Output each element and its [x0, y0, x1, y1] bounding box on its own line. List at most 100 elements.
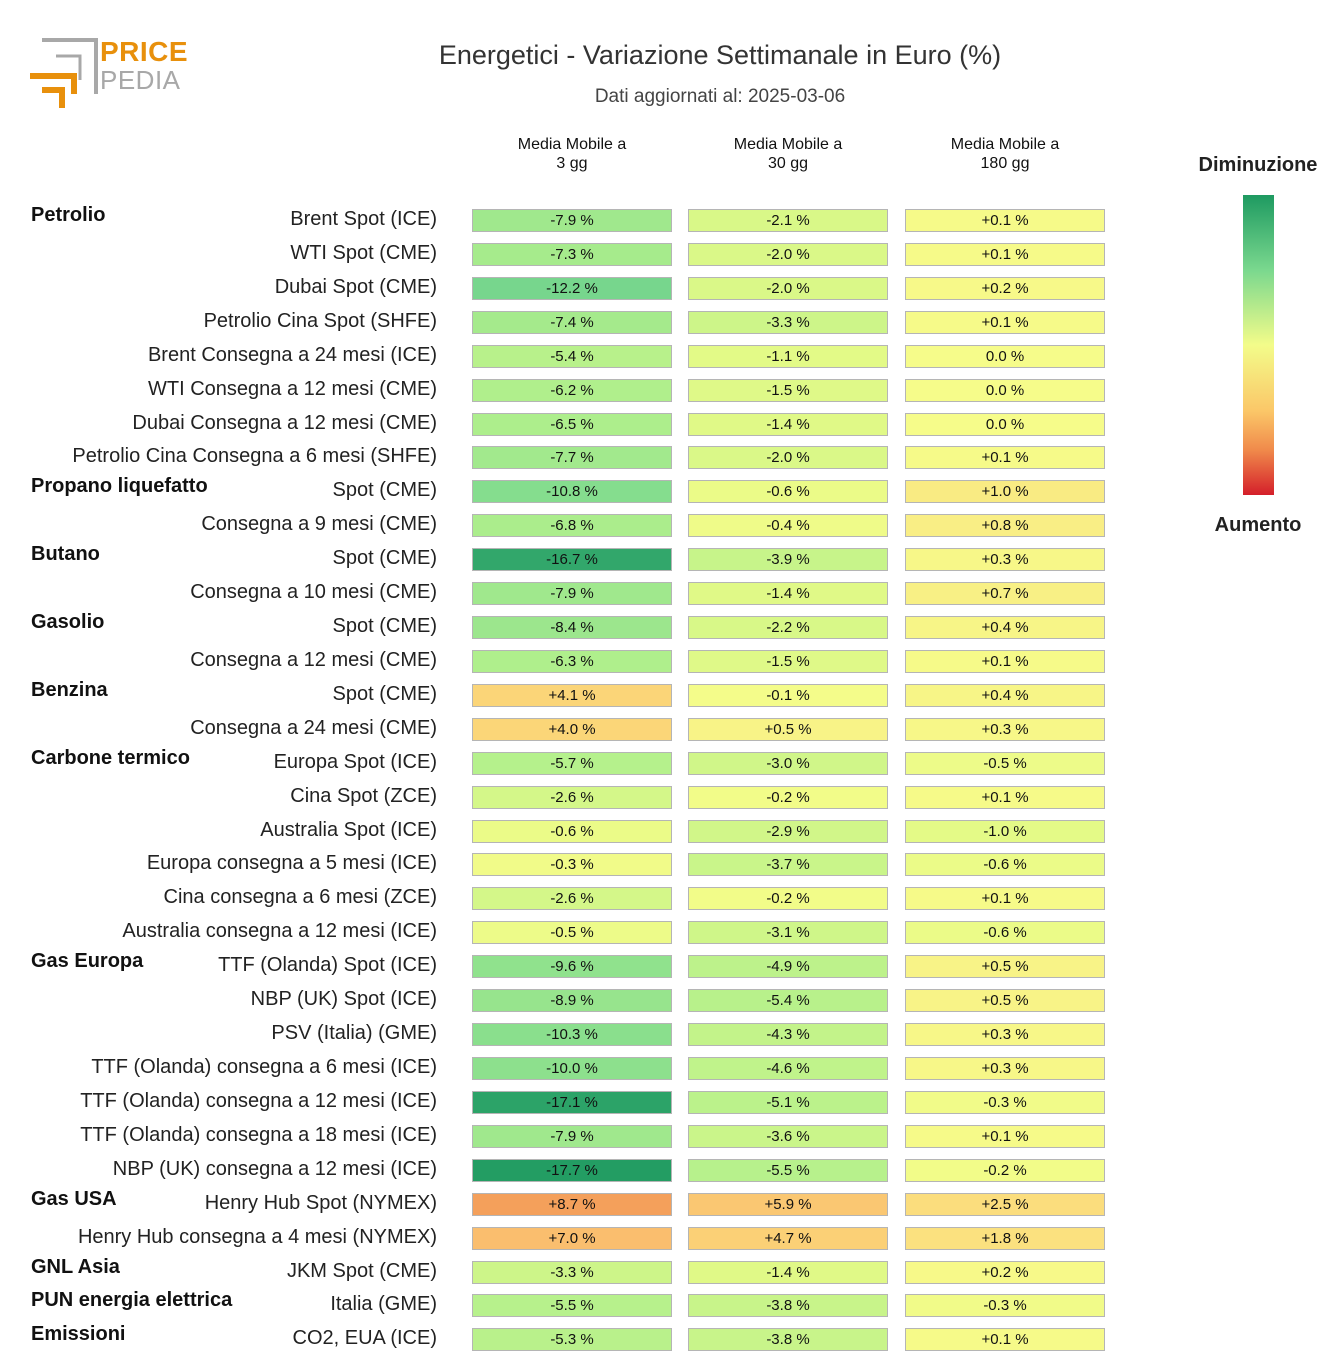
heatmap-cell: -3.7 %	[688, 853, 888, 876]
row-label: Australia consegna a 12 mesi (ICE)	[122, 920, 437, 943]
heatmap-cell: -10.8 %	[472, 480, 672, 503]
row-label: Henry Hub Spot (NYMEX)	[204, 1191, 437, 1214]
heatmap-cell: +0.5 %	[688, 718, 888, 741]
heatmap-cell: -0.1 %	[688, 684, 888, 707]
row-label: Europa Spot (ICE)	[273, 750, 437, 773]
heatmap-cell: -7.9 %	[472, 1125, 672, 1148]
heatmap-cell: +0.4 %	[905, 616, 1105, 639]
heatmap-cell: -0.6 %	[905, 921, 1105, 944]
heatmap-cell: +7.0 %	[472, 1227, 672, 1250]
row-label: JKM Spot (CME)	[286, 1259, 437, 1282]
heatmap-cell: +4.7 %	[688, 1227, 888, 1250]
group-label: Gasolio	[31, 611, 105, 634]
heatmap-cell: +0.1 %	[905, 243, 1105, 266]
heatmap-cell: -1.4 %	[688, 1261, 888, 1284]
row-label: Petrolio Cina Consegna a 6 mesi (SHFE)	[72, 445, 437, 468]
heatmap-cell: -6.8 %	[472, 514, 672, 537]
legend-label-decrease: Diminuzione	[1198, 154, 1318, 176]
heatmap-cell: -0.5 %	[905, 752, 1105, 775]
heatmap-cell: +0.1 %	[905, 311, 1105, 334]
heatmap-cell: -5.7 %	[472, 752, 672, 775]
heatmap-cell: +0.3 %	[905, 718, 1105, 741]
heatmap-cell: -1.4 %	[688, 413, 888, 436]
heatmap-cell: +0.2 %	[905, 277, 1105, 300]
heatmap-cell: -8.9 %	[472, 989, 672, 1012]
heatmap-cell: 0.0 %	[905, 413, 1105, 436]
heatmap-cell: +0.1 %	[905, 1328, 1105, 1351]
group-label: Gas USA	[31, 1187, 117, 1210]
heatmap-cell: +0.5 %	[905, 989, 1105, 1012]
heatmap-cell: -3.8 %	[688, 1328, 888, 1351]
heatmap-cell: -6.3 %	[472, 650, 672, 673]
row-label: Europa consegna a 5 mesi (ICE)	[146, 852, 437, 875]
row-label: Australia Spot (ICE)	[260, 818, 437, 841]
heatmap-cell: -0.5 %	[472, 921, 672, 944]
heatmap-cell: +5.9 %	[688, 1193, 888, 1216]
heatmap-cell: +0.3 %	[905, 1023, 1105, 1046]
heatmap-cell: -3.1 %	[688, 921, 888, 944]
heatmap-cell: -0.2 %	[688, 887, 888, 910]
group-label: Petrolio	[31, 204, 106, 226]
heatmap-cell: +0.7 %	[905, 582, 1105, 605]
column-header: Media Mobile a 30 gg	[733, 136, 843, 172]
heatmap-cell: -6.2 %	[472, 379, 672, 402]
legend-label-increase: Aumento	[1214, 514, 1302, 536]
heatmap-cell: +0.1 %	[905, 887, 1105, 910]
heatmap-cell: -12.2 %	[472, 277, 672, 300]
heatmap-cell: -0.6 %	[472, 820, 672, 843]
group-label: PUN energia elettrica	[31, 1289, 233, 1312]
heatmap-cell: +2.5 %	[905, 1193, 1105, 1216]
heatmap-cell: -2.0 %	[688, 446, 888, 469]
heatmap-cell: -0.2 %	[688, 786, 888, 809]
heatmap-cell: -7.3 %	[472, 243, 672, 266]
row-label: Cina Spot (ZCE)	[290, 784, 437, 807]
row-label: Spot (CME)	[332, 682, 437, 705]
heatmap-cell: -3.3 %	[688, 311, 888, 334]
heatmap-cell: -4.6 %	[688, 1057, 888, 1080]
heatmap-cell: -5.5 %	[688, 1159, 888, 1182]
heatmap-cell: -2.6 %	[472, 786, 672, 809]
heatmap-cell: -2.1 %	[688, 209, 888, 232]
row-label: Spot (CME)	[332, 547, 437, 570]
heatmap-cell: -17.1 %	[472, 1091, 672, 1114]
row-label: Brent Spot (ICE)	[290, 208, 437, 230]
heatmap-cell: -1.1 %	[688, 345, 888, 368]
heatmap-cell: -5.1 %	[688, 1091, 888, 1114]
heatmap-cell: -7.4 %	[472, 311, 672, 334]
pricepedia-logo: PRICE PEDIA	[28, 36, 188, 112]
row-label: TTF (Olanda) consegna a 12 mesi (ICE)	[80, 1089, 437, 1112]
heatmap-cell: +0.3 %	[905, 1057, 1105, 1080]
logo-mark-icon	[30, 38, 98, 108]
heatmap-cell: +0.3 %	[905, 548, 1105, 571]
heatmap-cell: -3.0 %	[688, 752, 888, 775]
heatmap-cell: 0.0 %	[905, 379, 1105, 402]
heatmap-cell: -5.5 %	[472, 1294, 672, 1317]
heatmap-cell: -3.9 %	[688, 548, 888, 571]
heatmap-cell: -2.9 %	[688, 820, 888, 843]
heatmap-cell: -0.6 %	[905, 853, 1105, 876]
group-label: GNL Asia	[31, 1255, 120, 1278]
heatmap-cell: -10.3 %	[472, 1023, 672, 1046]
heatmap-cell: -3.6 %	[688, 1125, 888, 1148]
row-label: NBP (UK) consegna a 12 mesi (ICE)	[112, 1157, 437, 1180]
heatmap-cell: -2.0 %	[688, 277, 888, 300]
row-label: Consegna a 9 mesi (CME)	[201, 513, 437, 536]
heatmap-cell: +0.1 %	[905, 446, 1105, 469]
heatmap-cell: -1.5 %	[688, 650, 888, 673]
heatmap-cell: -7.9 %	[472, 209, 672, 232]
heatmap-cell: +1.0 %	[905, 480, 1105, 503]
row-label: Dubai Consegna a 12 mesi (CME)	[132, 411, 437, 434]
heatmap-cell: +4.1 %	[472, 684, 672, 707]
row-label: TTF (Olanda) Spot (ICE)	[218, 954, 437, 977]
heatmap-cell: -0.3 %	[905, 1091, 1105, 1114]
heatmap-cell: +0.5 %	[905, 955, 1105, 978]
heatmap-cell: -10.0 %	[472, 1057, 672, 1080]
row-label: Consegna a 24 mesi (CME)	[190, 716, 437, 739]
heatmap-cell: +0.8 %	[905, 514, 1105, 537]
row-label: Consegna a 10 mesi (CME)	[190, 581, 437, 604]
heatmap-cell: +0.1 %	[905, 650, 1105, 673]
row-label: PSV (Italia) (GME)	[271, 1022, 437, 1045]
heatmap-cell: -5.4 %	[688, 989, 888, 1012]
heatmap-cell: -2.6 %	[472, 887, 672, 910]
